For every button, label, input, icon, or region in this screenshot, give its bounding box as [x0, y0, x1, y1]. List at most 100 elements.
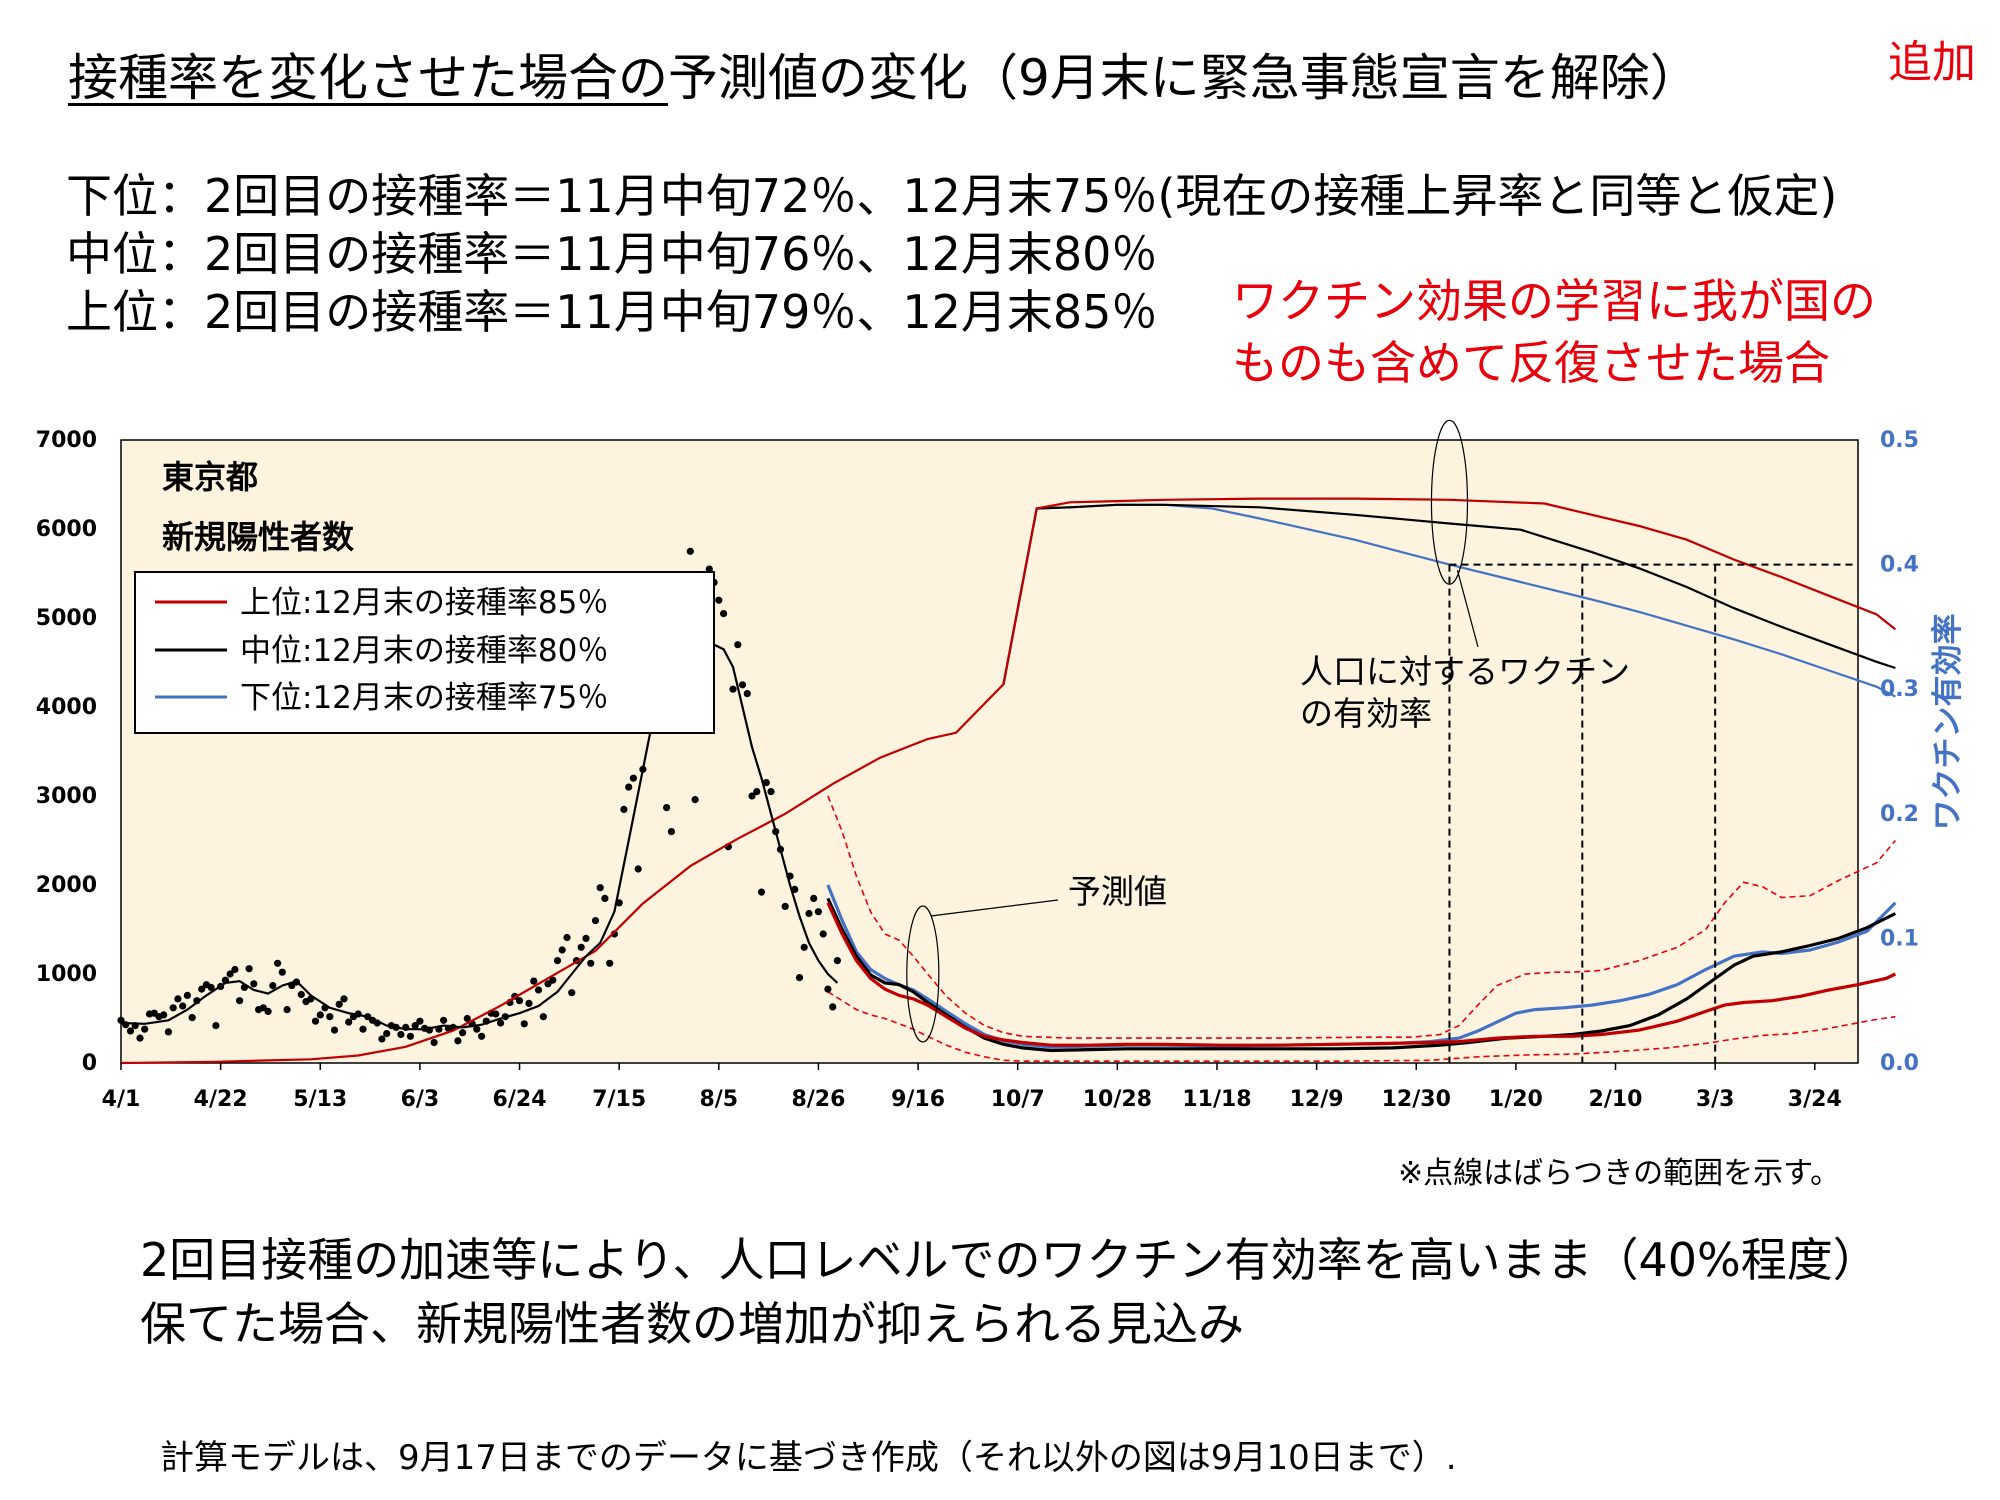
observed-point	[207, 983, 215, 992]
observed-point	[715, 596, 723, 604]
page-title-rest: 予測値の変化（9月末に緊急事態宣言を解除）	[668, 49, 1700, 107]
observed-point	[781, 902, 789, 910]
scenario-lower: 下位：2回目の接種率＝11月中旬72％、12月末75％(現在の接種上昇率と同等と…	[66, 169, 1838, 223]
observed-point	[174, 995, 182, 1003]
observed-point	[274, 959, 282, 967]
observed-point	[245, 965, 253, 973]
observed-point	[515, 997, 524, 1005]
observed-point	[297, 990, 305, 999]
observed-point	[250, 980, 258, 988]
red-annotation-line-2: ものも含めて反復させた場合	[1232, 336, 1830, 390]
observed-point	[530, 977, 538, 985]
observed-point	[411, 1022, 419, 1030]
observed-point	[397, 1030, 405, 1039]
annotations	[906, 419, 1479, 1043]
x-tick-label: 4/1	[102, 1087, 141, 1112]
observed-point	[520, 1020, 528, 1028]
observed-point	[335, 1000, 343, 1008]
observed-point	[720, 610, 728, 618]
x-tick-label: 12/9	[1290, 1087, 1344, 1112]
observed-point	[757, 888, 766, 896]
x-tick-label: 11/18	[1182, 1087, 1251, 1112]
observed-point	[705, 565, 713, 573]
observed-point	[539, 1013, 547, 1021]
observed-point	[833, 957, 842, 965]
band-lower-line	[827, 991, 1896, 1062]
x-tick-label: 5/13	[293, 1087, 347, 1112]
observed-point	[283, 1006, 291, 1014]
x-tick-label: 8/26	[791, 1087, 845, 1112]
axes: 0 1000 2000 3000 4000 5000 6000 7000 0.0 0.1 0.2 0.…	[36, 428, 1919, 1112]
calculation-note: 計算モデルは、9月17日までのデータに基づき作成（それ以外の図は9月10日まで）…	[160, 1438, 1457, 1478]
observed-point	[525, 999, 533, 1008]
observed-point	[278, 968, 286, 976]
observed-point	[558, 946, 566, 954]
observed-point	[198, 985, 206, 993]
region-label: 東京都	[162, 458, 258, 496]
observed-point	[164, 1028, 172, 1036]
y2-tick-label: 0.3	[1880, 677, 1919, 702]
observed-point	[767, 788, 775, 796]
observed-point	[582, 934, 590, 943]
observed-point	[634, 865, 642, 873]
y2-tick-label: 0.2	[1880, 802, 1919, 827]
y-tick-label: 0	[82, 1051, 97, 1076]
y-tick-label: 7000	[36, 428, 97, 453]
y-tick-label: 3000	[36, 784, 97, 809]
x-tick-label: 4/22	[194, 1087, 248, 1112]
observed-point	[686, 547, 694, 555]
observed-point	[800, 943, 808, 951]
observed-point	[691, 796, 699, 804]
observed-point	[316, 1011, 324, 1019]
y2-tick-label: 0.1	[1880, 926, 1919, 951]
observed-point	[126, 1027, 135, 1035]
observed-point	[549, 976, 557, 984]
observed-point	[553, 957, 562, 965]
chart-footnote: ※点線はばらつきの範囲を示す。	[1398, 1156, 1841, 1191]
series-lines	[120, 497, 1897, 1065]
plot-area	[120, 439, 1859, 1064]
observed-point	[326, 1013, 334, 1021]
observed-point	[383, 1030, 391, 1038]
observed-point	[340, 995, 348, 1003]
reference-lines	[1448, 563, 1858, 1063]
observed-point	[497, 1019, 505, 1027]
observed-point	[819, 930, 827, 938]
x-tick-label: 6/24	[493, 1087, 547, 1112]
y-tick-label: 5000	[36, 606, 97, 631]
y-axis-title: 新規陽性者数	[162, 518, 355, 556]
observed-point	[748, 792, 756, 800]
observed-point	[829, 1003, 837, 1011]
observed-point	[136, 1034, 144, 1042]
observed-point	[625, 783, 633, 791]
observed-point	[160, 1011, 168, 1019]
observed-point	[601, 894, 609, 902]
observed-point	[311, 1017, 320, 1025]
efficacy-line-middle	[1002, 503, 1896, 685]
red-annotation: ワクチン効果の学習に我が国の ものも含めて反復させた場合	[1232, 270, 1876, 394]
observed-point	[591, 917, 600, 925]
observed-point	[179, 1002, 187, 1010]
x-tick-label: 3/24	[1788, 1087, 1842, 1112]
observed-point	[795, 974, 804, 982]
observed-point	[416, 1017, 424, 1025]
x-tick-label: 2/10	[1589, 1087, 1643, 1112]
observed-point	[264, 1007, 272, 1016]
observed-point	[667, 828, 676, 836]
observed-point	[359, 1025, 367, 1033]
legend-label-upper: 上位:12月末の接種率85％	[240, 585, 608, 621]
y2-tick-label: 0.5	[1880, 428, 1919, 453]
efficacy-annotation-line-1: 人口に対するワクチン	[1300, 652, 1630, 691]
observed-point	[330, 1026, 339, 1034]
observed-point	[805, 909, 813, 918]
observed-point	[478, 1032, 486, 1040]
observed-point	[454, 1037, 462, 1045]
observed-point	[378, 1035, 386, 1043]
observed-point	[188, 1014, 196, 1022]
band-upper-line	[827, 795, 1897, 1039]
observed-point	[743, 690, 751, 698]
observed-point	[463, 1014, 471, 1023]
efficacy-ellipse	[1430, 419, 1469, 585]
observed-average-line	[120, 643, 839, 1031]
y2-tick-label: 0.4	[1880, 553, 1919, 578]
